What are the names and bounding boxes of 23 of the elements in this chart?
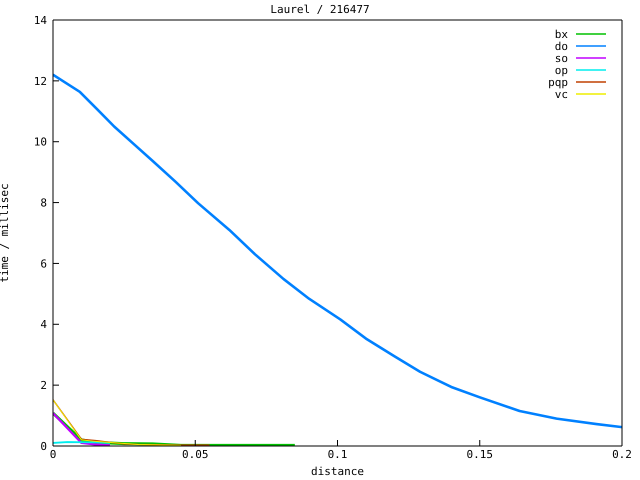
legend-label: so bbox=[554, 52, 568, 64]
legend-label: vc bbox=[554, 88, 568, 100]
line-series bbox=[53, 399, 182, 446]
y-tick-label: 2 bbox=[40, 379, 47, 392]
x-tick-label: 0.05 bbox=[182, 448, 208, 461]
y-tick-label: 8 bbox=[40, 196, 47, 210]
y-tick-label: 10 bbox=[34, 136, 47, 149]
x-tick-label: 0.2 bbox=[612, 448, 632, 461]
x-axis-title: distance bbox=[311, 465, 364, 478]
y-tick-label: 6 bbox=[40, 257, 47, 270]
legend-label: pqp bbox=[548, 76, 568, 88]
line-series bbox=[53, 412, 111, 446]
legend-label: bx bbox=[554, 28, 568, 40]
chart-title: Laurel / 216477 bbox=[270, 3, 370, 16]
y-tick-label: 12 bbox=[34, 74, 47, 88]
legend-label: do bbox=[554, 40, 568, 52]
legend-label: op bbox=[554, 64, 568, 76]
x-tick-label: 0 bbox=[50, 448, 56, 461]
line-series bbox=[53, 399, 210, 446]
y-tick-label: 14 bbox=[34, 14, 48, 27]
y-tick-label: 4 bbox=[40, 318, 48, 332]
x-tick-label: 0.15 bbox=[466, 448, 493, 461]
x-tick-label: 0.1 bbox=[328, 448, 348, 461]
